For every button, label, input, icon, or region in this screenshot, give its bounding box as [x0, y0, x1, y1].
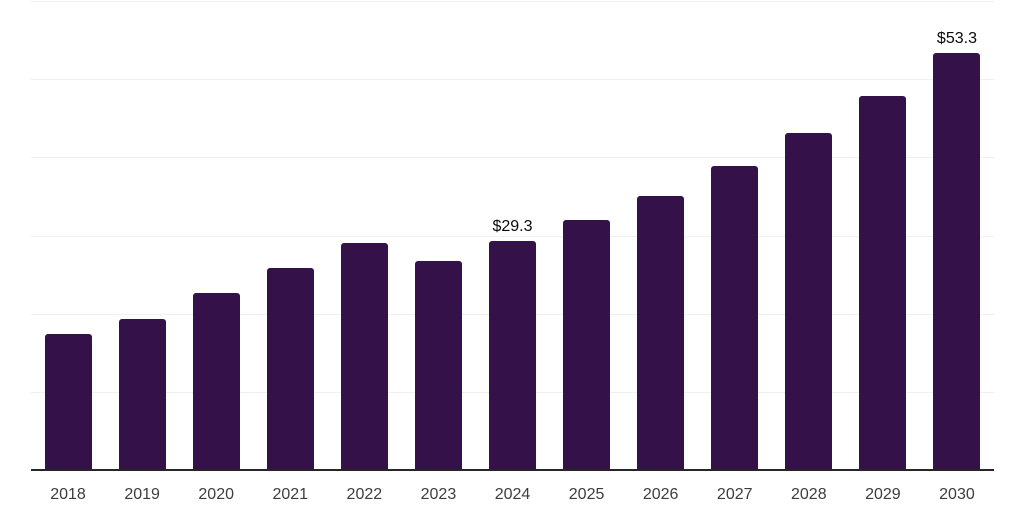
gridline-y-60 — [31, 1, 994, 2]
bar-2018 — [44, 333, 92, 470]
x-axis-label-2030: 2030 — [939, 486, 975, 503]
x-axis-label-2025: 2025 — [568, 486, 605, 503]
x-axis-label-2019: 2019 — [124, 486, 160, 503]
x-axis-label-2024: 2024 — [494, 486, 531, 503]
x-axis-label-2022: 2022 — [346, 486, 383, 503]
bar-2024 — [489, 240, 536, 470]
gridline-y-30 — [31, 235, 994, 237]
x-axis-label-2018: 2018 — [50, 486, 86, 503]
gridline-y-40 — [31, 157, 994, 159]
bar-2021 — [266, 268, 314, 470]
x-axis-label-2020: 2020 — [198, 486, 234, 503]
bar-2030 — [933, 53, 981, 470]
x-axis-line — [31, 469, 994, 471]
data-label-2030: $53.3 — [936, 30, 977, 48]
bar-2026 — [637, 195, 685, 470]
bar-2025 — [563, 219, 611, 470]
bar-2022 — [340, 242, 388, 470]
x-axis-label-2026: 2026 — [642, 486, 679, 503]
bar-2028 — [785, 133, 833, 470]
x-axis-label-2028: 2028 — [791, 486, 827, 503]
bar-2020 — [192, 293, 240, 470]
x-axis-label-2023: 2023 — [420, 486, 457, 503]
data-label-2024: $29.3 — [492, 217, 533, 235]
bar-2023 — [414, 261, 462, 470]
gridline-y-50 — [31, 79, 994, 81]
bar-2019 — [118, 319, 166, 470]
bar-2027 — [711, 165, 759, 470]
x-axis-label-2027: 2027 — [716, 486, 753, 503]
x-axis-label-2021: 2021 — [272, 486, 309, 503]
x-axis-label-2029: 2029 — [865, 486, 901, 503]
bar-2029 — [859, 95, 907, 470]
